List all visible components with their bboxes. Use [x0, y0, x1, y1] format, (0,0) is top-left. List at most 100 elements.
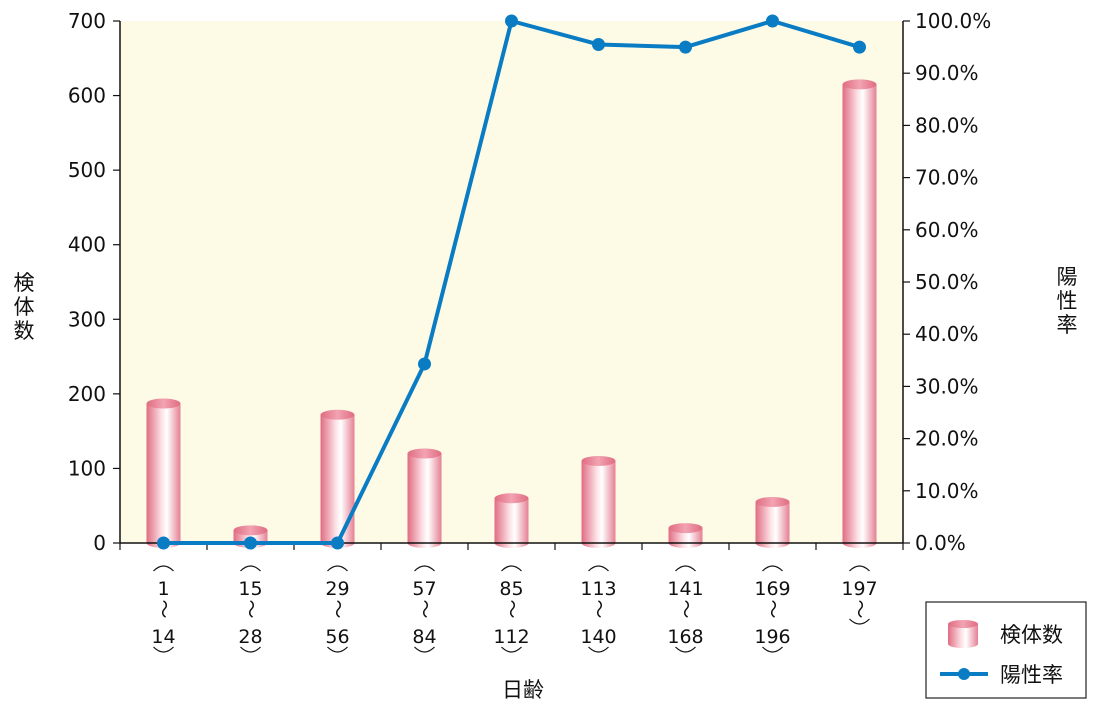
bar-body	[494, 498, 529, 543]
bar-body	[581, 460, 616, 543]
bar	[668, 523, 703, 548]
x-label-start: 29	[325, 578, 349, 600]
rate-point	[418, 357, 431, 371]
legend-bar-swatch	[948, 620, 978, 648]
y2-tick-label: 30.0%	[915, 374, 979, 398]
x-label-start: 141	[667, 578, 703, 600]
paren-open	[240, 565, 261, 572]
bar	[494, 493, 529, 548]
legend-label-rate: 陽性率	[1000, 663, 1063, 687]
x-label-end: 14	[151, 626, 175, 648]
y-tick-label: 100	[68, 456, 106, 480]
x-axis-title: 日齢	[502, 678, 544, 702]
x-tick-label: 57〜 84	[412, 565, 437, 653]
x-tick-label: 15〜 28	[238, 565, 263, 653]
y2-tick-label: 50.0%	[915, 270, 979, 294]
x-label-tilde: 〜	[327, 599, 349, 618]
y-tick-label: 700	[68, 9, 106, 33]
rate-point	[244, 536, 257, 550]
y2-tick-label: 40.0%	[915, 322, 979, 346]
bar	[320, 409, 355, 548]
y2-tick-label: 60.0%	[915, 218, 979, 242]
axis-title-char: 体	[14, 295, 35, 319]
paren-open	[501, 565, 522, 572]
x-label-tilde: 〜	[762, 599, 784, 618]
y-tick-label: 0	[93, 531, 106, 555]
y2-tick-label: 0.0%	[915, 531, 966, 555]
x-tick-label: 29〜 56	[325, 565, 350, 653]
line-layer	[157, 14, 866, 550]
bar	[755, 496, 790, 548]
axis-title-char: 検	[14, 271, 35, 295]
y2-tick-label: 90.0%	[915, 61, 979, 85]
bar-body	[407, 453, 442, 543]
rate-point	[679, 40, 692, 54]
paren-close	[327, 646, 348, 653]
rate-point	[853, 40, 866, 54]
paren-close	[588, 646, 609, 653]
bar-cap	[146, 398, 181, 409]
x-label-end: 140	[580, 626, 616, 648]
x-tick-label: 141〜 168	[667, 565, 704, 653]
x-label-tilde: 〜	[588, 599, 610, 618]
x-label-start: 113	[580, 578, 616, 600]
rate-point	[331, 536, 344, 550]
axes-layer: 0 100 200 300 400 500 600 700 0.0% 10.0% 20.0% 30.0…	[68, 9, 991, 653]
x-label-end: 84	[412, 626, 436, 648]
y2-tick-label: 20.0%	[915, 427, 979, 451]
y2-axis-title: 陽性率	[1057, 265, 1078, 337]
y2-tick-label: 80.0%	[915, 113, 979, 137]
rate-point	[157, 536, 170, 550]
y-tick-label: 200	[68, 382, 106, 406]
paren-close	[153, 646, 174, 653]
bar-cap	[233, 525, 268, 536]
x-label-start: 57	[412, 578, 436, 600]
bar-cap	[407, 448, 442, 459]
x-label-tilde: 〜	[501, 599, 523, 618]
bar-cap	[668, 523, 703, 534]
x-label-end: 28	[238, 626, 262, 648]
y-tick-label: 300	[68, 307, 106, 331]
bar	[146, 398, 181, 548]
x-label-end: 168	[667, 626, 703, 648]
legend-label-count: 検体数	[1000, 623, 1063, 647]
y-tick-label: 600	[68, 84, 106, 108]
paren-open	[414, 565, 435, 572]
paren-open	[153, 565, 174, 572]
x-label-tilde: 〜	[414, 599, 436, 618]
x-tick-label: 1〜 14	[151, 565, 176, 653]
paren-close	[762, 646, 783, 653]
legend: 検体数 陽性率	[925, 601, 1087, 699]
paren-close	[414, 646, 435, 653]
x-label-tilde: 〜	[153, 599, 175, 618]
x-label-start: 1	[157, 578, 169, 600]
bar-cap	[842, 79, 877, 90]
paren-close	[240, 646, 261, 653]
bar-body	[842, 84, 877, 543]
paren-close	[675, 646, 696, 653]
x-label-start: 197	[841, 578, 877, 600]
legend-box	[925, 601, 1087, 699]
paren-open	[849, 565, 870, 572]
x-label-start: 169	[754, 578, 790, 600]
y-tick-label: 500	[68, 158, 106, 182]
bar-cap	[320, 409, 355, 420]
x-label-tilde: 〜	[240, 599, 262, 618]
x-tick-label: 169〜 196	[754, 565, 791, 653]
x-label-start: 15	[238, 578, 262, 600]
plot-area	[120, 21, 903, 543]
y-axis-title: 検体数	[14, 271, 35, 343]
x-label-end: 56	[325, 626, 349, 648]
bar-body	[146, 403, 181, 543]
x-label-start: 85	[499, 578, 523, 600]
paren-open	[588, 565, 609, 572]
x-tick-label: 197〜	[841, 565, 878, 625]
axis-title-char: 性	[1057, 289, 1078, 313]
paren-open	[675, 565, 696, 572]
y2-tick-label: 70.0%	[915, 166, 979, 190]
x-tick-label: 85〜 112	[493, 565, 530, 653]
y2-tick-label: 100.0%	[915, 9, 991, 33]
bar-body	[320, 414, 355, 543]
y2-tick-label: 10.0%	[915, 479, 979, 503]
